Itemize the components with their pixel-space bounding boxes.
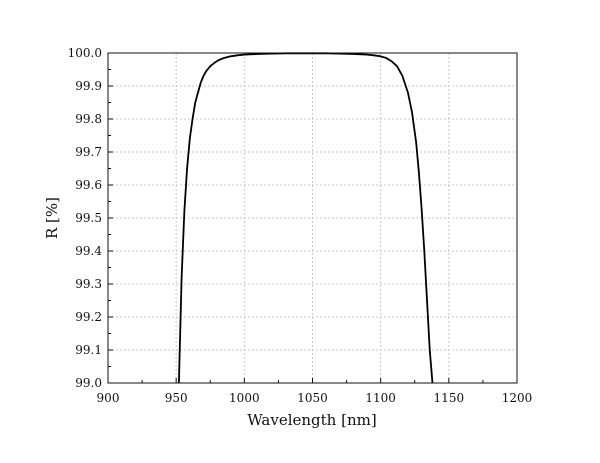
y-tick-label: 99.5 [75,211,102,225]
x-tick-label: 1200 [502,391,533,405]
y-tick-label: 99.8 [75,112,102,126]
x-tick-label: 1150 [434,391,465,405]
y-tick-label: 99.0 [75,376,102,390]
y-tick-label: 99.2 [75,310,102,324]
x-tick-label: 1050 [297,391,328,405]
x-tick-label: 900 [97,391,120,405]
tick-marks [107,52,518,384]
y-tick-label: 99.6 [75,178,102,192]
y-tick-label: 99.9 [75,79,102,93]
y-tick-label: 99.4 [75,244,102,258]
tick-labels: 900 950 1000 1050 1100 1150 1200 99.0 99.1 99.2 99… [68,46,533,405]
y-tick-label: 99.3 [75,277,102,291]
x-axis-label: Wavelength [nm] [247,411,376,429]
x-tick-label: 1100 [365,391,396,405]
x-tick-label: 950 [165,391,188,405]
y-tick-label: 99.1 [75,343,102,357]
y-tick-label: 99.7 [75,145,102,159]
x-tick-label: 1000 [229,391,260,405]
y-axis-label: R [%] [43,197,61,239]
y-tick-label: 100.0 [68,46,102,60]
gridlines [108,53,517,383]
